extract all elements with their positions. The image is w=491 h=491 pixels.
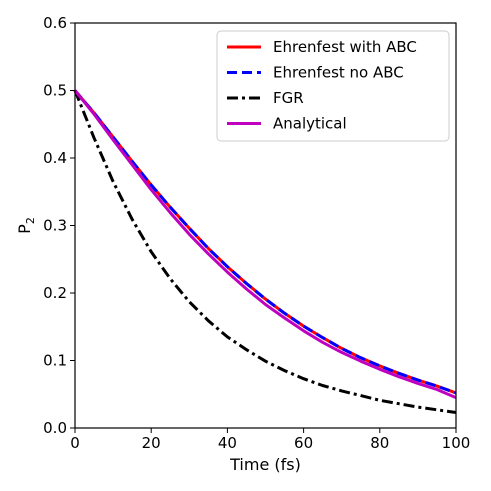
x-tick-label: 0 <box>70 434 80 452</box>
x-tick-label: 20 <box>142 434 161 452</box>
y-tick-label: 0.3 <box>43 217 67 235</box>
x-axis-label: Time (fs) <box>229 455 301 474</box>
legend-label: Ehrenfest no ABC <box>273 64 404 82</box>
y-axis-label-main: P <box>15 224 34 234</box>
legend-box <box>216 30 450 142</box>
y-tick-label: 0.1 <box>43 352 67 370</box>
series-line-2 <box>73 89 457 414</box>
axis-ticks: 0 20 40 60 80 100 0.0 0.1 0.2 0.3 0.4 0.5 0.6 <box>43 14 470 452</box>
x-tick-label: 60 <box>294 434 313 452</box>
series-line-1 <box>73 89 457 395</box>
plot-lines <box>73 89 457 414</box>
y-tick-label: 0.4 <box>43 149 67 167</box>
legend-label: Analytical <box>273 115 347 133</box>
y-axis-label-subscript: 2 <box>24 217 37 224</box>
y-tick-label: 0.2 <box>43 284 67 302</box>
y-tick-label: 0.6 <box>43 14 67 32</box>
legend: Ehrenfest with ABC Ehrenfest no ABC FGR Ana… <box>216 30 450 142</box>
y-tick-label: 0.5 <box>43 82 67 100</box>
y-tick-label: 0.0 <box>43 419 67 437</box>
x-tick-label: 80 <box>370 434 389 452</box>
legend-label: Ehrenfest with ABC <box>273 38 417 56</box>
x-tick-label: 40 <box>218 434 237 452</box>
legend-label: FGR <box>273 89 304 107</box>
y-axis-label: P2 <box>15 217 37 234</box>
series-line-3 <box>73 89 457 399</box>
x-tick-label: 100 <box>442 434 471 452</box>
